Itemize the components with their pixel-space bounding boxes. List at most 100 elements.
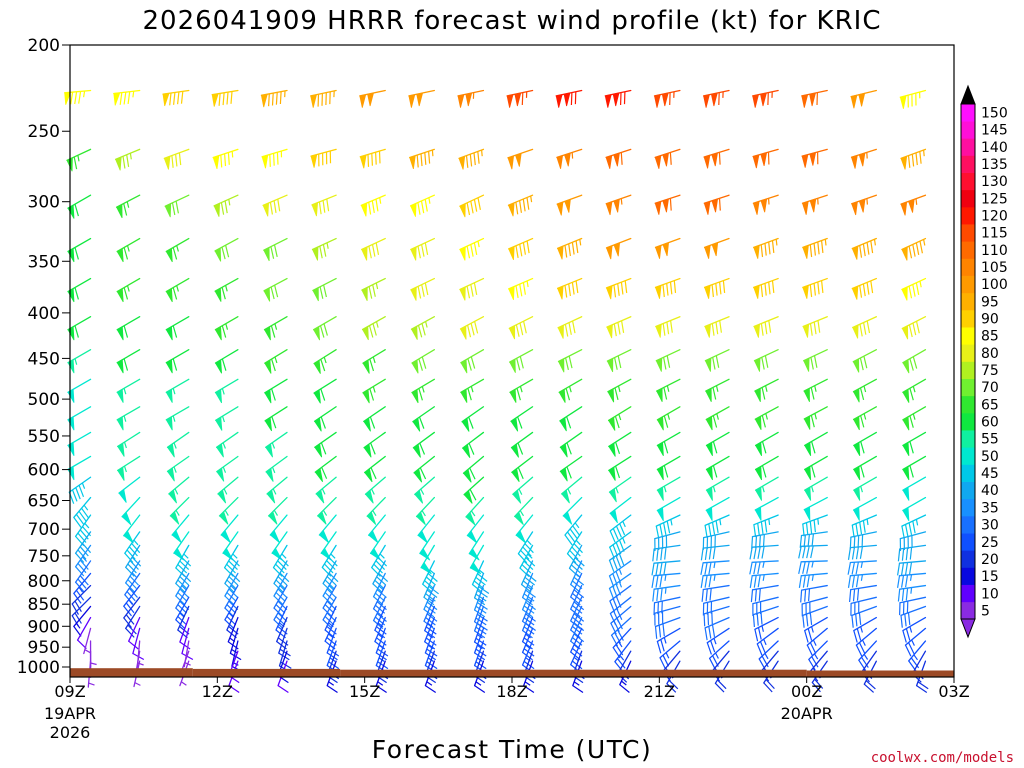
wind-barb — [803, 378, 828, 402]
colorbar-label: 130 — [981, 174, 1008, 190]
colorbar-swatch — [961, 207, 975, 225]
wind-barb — [458, 148, 485, 170]
wind-barb — [164, 194, 190, 218]
wind-barb — [804, 431, 828, 456]
wind-barb — [605, 237, 632, 260]
y-tick-label: 350 — [28, 252, 60, 272]
wind-barb — [166, 431, 190, 458]
colorbar-swatch — [961, 567, 975, 585]
colorbar-swatch — [961, 241, 975, 259]
y-tick-label: 400 — [28, 304, 60, 324]
wind-barb — [656, 378, 681, 402]
wind-barb — [310, 148, 337, 168]
x-tick-label: 12Z — [202, 682, 233, 701]
wind-barb — [473, 616, 487, 650]
colorbar-swatch — [961, 447, 975, 465]
wind-barb — [558, 378, 583, 403]
wind-barb — [801, 596, 828, 617]
wind-barb — [424, 627, 438, 661]
wind-barb — [466, 514, 485, 544]
colorbar-swatch — [961, 498, 975, 517]
wind-barb — [851, 514, 877, 538]
wind-barb — [507, 194, 534, 217]
wind-barb — [521, 572, 536, 606]
wind-barb — [806, 627, 828, 657]
colorbar-swatch — [961, 344, 975, 362]
wind-barb — [804, 476, 828, 501]
wind-barb — [652, 544, 681, 562]
wind-barb — [508, 237, 534, 261]
wind-barb — [753, 237, 779, 259]
wind-barb — [754, 406, 779, 430]
wind-barb — [214, 277, 239, 302]
wind-barb — [752, 596, 779, 616]
wind-barb — [211, 89, 239, 107]
wind-barb — [705, 378, 730, 402]
wind-barb — [413, 455, 435, 483]
wind-barb — [654, 605, 681, 626]
wind-barb — [902, 378, 927, 403]
wind-barb — [117, 431, 141, 457]
wind-barb — [570, 605, 585, 639]
wind-barb — [114, 148, 141, 171]
wind-barb — [163, 148, 190, 170]
wind-barb — [165, 277, 190, 303]
wind-barb — [902, 616, 927, 643]
x-tick-label: 18Z — [496, 682, 527, 701]
wind-barb — [473, 584, 488, 618]
wind-barb — [263, 277, 288, 302]
wind-barb — [424, 640, 438, 673]
wind-barb — [215, 406, 239, 431]
x-tick-label: 21Z — [644, 682, 675, 701]
wind-barb — [656, 627, 681, 654]
x-tick-date: 19APR — [44, 704, 96, 723]
wind-barb — [705, 455, 730, 481]
wind-barb — [261, 148, 288, 169]
colorbar-swatch — [961, 138, 975, 156]
wind-barb — [608, 476, 632, 503]
wind-barb — [799, 531, 828, 548]
wind-barb — [117, 455, 141, 481]
wind-barb — [754, 455, 779, 481]
wind-barb — [702, 89, 730, 108]
wind-barb — [510, 431, 534, 458]
wind-barb — [752, 148, 779, 169]
colorbar-swatch — [961, 464, 975, 482]
wind-barb — [608, 431, 632, 457]
wind-barb — [362, 349, 386, 374]
colorbar-swatch — [961, 378, 975, 397]
colorbar-swatch — [961, 275, 975, 294]
wind-barb — [461, 406, 485, 432]
wind-barb — [67, 237, 92, 263]
colorbar-swatch — [961, 550, 975, 568]
colorbar-label: 5 — [981, 603, 990, 619]
wind-barb — [556, 237, 583, 260]
y-axis: 200 250 300 350 400 450 500 550 600 650 700 750 800 8… — [17, 36, 70, 678]
wind-barb — [67, 378, 92, 403]
wind-barb — [852, 349, 877, 373]
colorbar-min-arrow — [960, 618, 976, 639]
wind-barb — [214, 316, 239, 341]
wind-barb — [904, 627, 927, 657]
colorbar-frame — [960, 103, 976, 620]
wind-barb — [459, 237, 485, 261]
wind-barb — [654, 148, 681, 169]
wind-barb — [321, 544, 338, 577]
wind-barb — [125, 544, 142, 577]
wind-barb — [852, 496, 877, 521]
colorbar-label: 125 — [981, 191, 1008, 207]
wind-barb — [265, 455, 288, 482]
wind-barb — [654, 616, 681, 639]
wind-barb — [67, 431, 92, 456]
colorbar-label: 35 — [981, 500, 999, 516]
wind-barb — [656, 455, 681, 481]
wind-barb — [900, 605, 927, 628]
wind-barb — [899, 596, 927, 616]
wind-barb — [852, 406, 877, 431]
wind-barb — [519, 544, 536, 578]
wind-barb — [704, 616, 730, 641]
wind-barb — [652, 584, 681, 602]
colorbar-label: 90 — [981, 312, 999, 328]
wind-barb — [116, 316, 141, 341]
